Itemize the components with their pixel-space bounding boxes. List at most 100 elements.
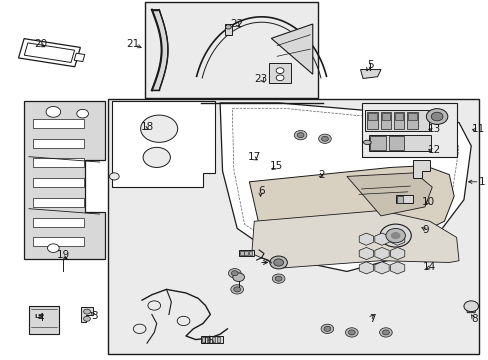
Bar [19,39,80,67]
Circle shape [276,68,284,73]
Text: 5: 5 [366,59,373,69]
Bar [33,139,84,148]
Bar [216,337,220,342]
Bar [200,336,222,343]
Circle shape [77,109,88,118]
Bar [33,198,84,207]
Polygon shape [220,103,470,271]
Text: 2: 2 [318,170,324,180]
Bar [244,251,247,255]
Bar [381,113,389,120]
Bar [108,99,478,354]
Circle shape [324,326,330,331]
Circle shape [275,276,282,281]
Bar [367,113,376,120]
Text: 9: 9 [422,225,428,235]
Circle shape [321,324,333,333]
Text: 19: 19 [57,250,70,260]
Circle shape [347,330,354,335]
Circle shape [177,316,189,325]
Circle shape [83,309,90,314]
Text: 13: 13 [427,124,440,134]
Circle shape [232,273,244,282]
Text: 20: 20 [34,39,47,49]
Bar [369,136,385,150]
Text: 7: 7 [368,314,375,324]
Circle shape [379,328,391,337]
Circle shape [385,228,405,243]
Polygon shape [412,160,429,178]
Polygon shape [251,211,458,268]
Text: 23: 23 [254,74,267,84]
Bar [393,112,404,129]
Bar [202,337,205,342]
Bar [211,337,215,342]
Circle shape [141,115,177,142]
Polygon shape [360,69,380,78]
Circle shape [273,259,283,266]
Circle shape [148,301,160,310]
Circle shape [133,324,146,333]
Bar [268,63,290,83]
Bar [33,218,84,226]
Text: 4: 4 [37,314,44,323]
Bar [24,43,75,63]
Text: 14: 14 [422,262,435,272]
Text: 21: 21 [126,39,140,49]
Polygon shape [271,24,312,74]
Circle shape [47,244,59,252]
Bar [388,136,404,150]
Bar [33,119,84,128]
Text: 12: 12 [427,144,440,154]
Circle shape [430,112,442,121]
Polygon shape [24,101,104,259]
Polygon shape [346,173,431,216]
Circle shape [318,134,330,143]
Bar [206,337,210,342]
Circle shape [297,133,304,138]
Circle shape [321,136,328,141]
Text: 6: 6 [258,186,265,196]
Bar [395,195,412,203]
Bar [396,196,403,203]
Circle shape [230,285,243,294]
Circle shape [228,269,241,278]
Circle shape [272,274,285,283]
Circle shape [276,75,284,81]
Text: 1: 1 [478,177,485,187]
Bar [33,158,84,167]
Bar [224,24,232,35]
Circle shape [233,287,240,292]
Bar [366,112,377,129]
Text: 18: 18 [140,122,153,132]
Text: 17: 17 [247,152,261,162]
Polygon shape [249,166,453,255]
Circle shape [294,131,306,140]
Bar [238,250,254,256]
Bar [394,113,403,120]
Circle shape [382,330,388,335]
Circle shape [345,328,357,337]
Ellipse shape [363,140,370,144]
Circle shape [225,25,231,29]
Bar [248,251,252,255]
Text: 16: 16 [202,336,215,346]
Bar [240,251,243,255]
Bar [74,53,84,62]
Bar [144,3,317,98]
Bar [33,237,84,246]
Bar [33,178,84,187]
Bar [365,110,428,131]
Circle shape [426,109,447,125]
Circle shape [269,256,287,269]
Circle shape [463,301,478,312]
Text: 22: 22 [229,19,243,29]
Text: 3: 3 [91,311,98,320]
Circle shape [379,224,410,247]
Circle shape [109,173,119,180]
Circle shape [390,232,400,239]
Text: 11: 11 [471,124,484,134]
Text: 15: 15 [269,161,283,171]
Text: LS: LS [34,314,43,319]
Circle shape [83,316,90,321]
